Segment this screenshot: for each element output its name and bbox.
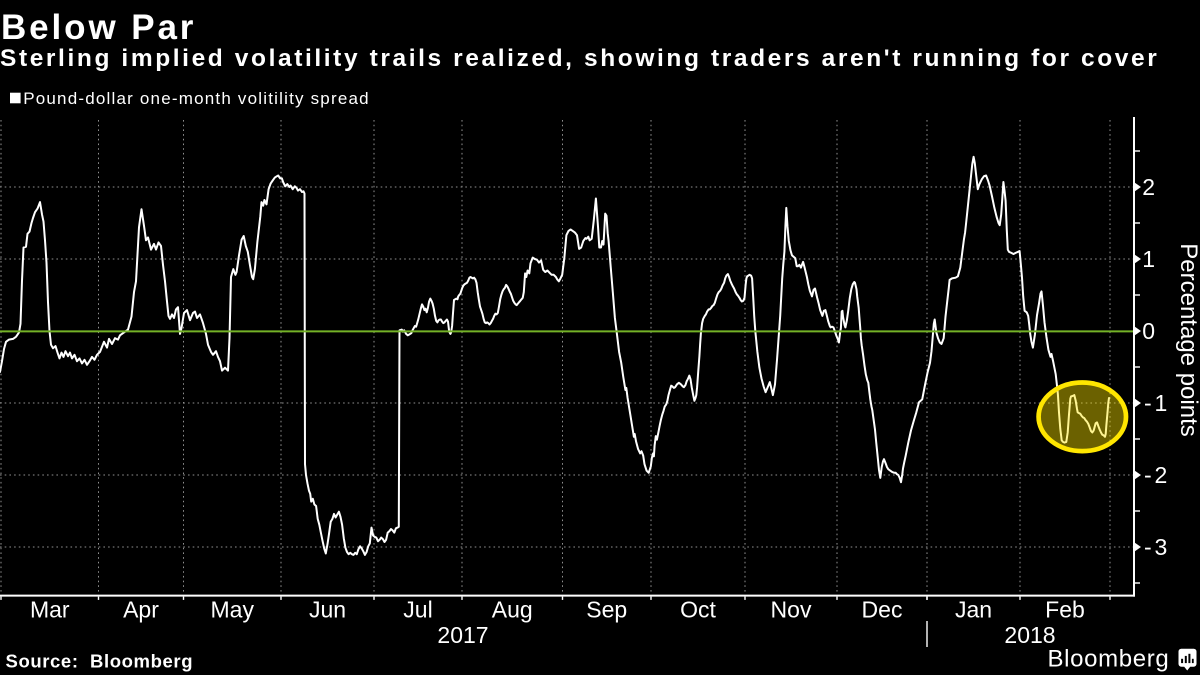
svg-text:Jan: Jan: [955, 597, 992, 623]
svg-text:Oct: Oct: [680, 597, 716, 623]
svg-text:May: May: [211, 597, 255, 623]
svg-text:Aug: Aug: [492, 597, 533, 623]
svg-text:Mar: Mar: [30, 597, 70, 623]
svg-text:Jun: Jun: [309, 597, 346, 623]
svg-text:2: 2: [1155, 462, 1168, 488]
svg-text:Sterling implied volatility tr: Sterling implied volatility trails reali…: [0, 45, 1159, 72]
svg-text:Dec: Dec: [862, 597, 903, 623]
svg-text:Sep: Sep: [586, 597, 627, 623]
svg-text:-: -: [1144, 534, 1152, 560]
svg-text:3: 3: [1155, 534, 1168, 560]
svg-text:Source: Bloomberg: Source: Bloomberg: [6, 651, 194, 672]
svg-text:2018: 2018: [1004, 622, 1055, 648]
svg-text:-: -: [1144, 462, 1152, 488]
svg-text:Jul: Jul: [403, 597, 432, 623]
svg-text:Percentage points: Percentage points: [1175, 243, 1200, 436]
svg-text:Below Par: Below Par: [1, 8, 196, 47]
svg-text:Bloomberg: Bloomberg: [1048, 646, 1170, 673]
svg-text:Nov: Nov: [771, 597, 812, 623]
svg-text:-: -: [1144, 390, 1152, 416]
svg-text:Feb: Feb: [1045, 597, 1085, 623]
svg-text:Pound-dollar one-month volitil: Pound-dollar one-month volitility spread: [23, 89, 370, 108]
svg-text:2017: 2017: [437, 622, 488, 648]
svg-text:2: 2: [1142, 174, 1155, 200]
svg-text:0: 0: [1142, 318, 1155, 344]
svg-text:1: 1: [1142, 246, 1155, 272]
svg-text:Apr: Apr: [123, 597, 159, 623]
svg-text:1: 1: [1155, 390, 1168, 416]
